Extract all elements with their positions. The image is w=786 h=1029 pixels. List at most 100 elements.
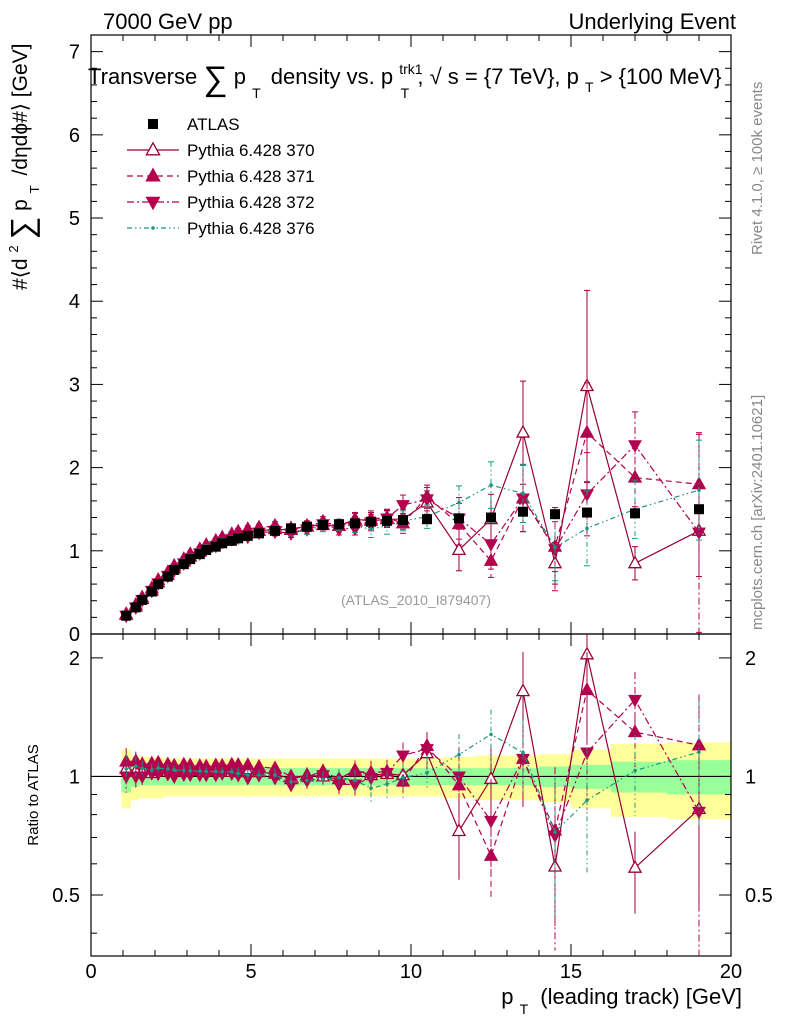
xlabel-t: T [520, 1001, 529, 1017]
data-point [550, 509, 560, 520]
data-point [236, 771, 240, 776]
data-point [422, 514, 432, 525]
data-point [151, 226, 155, 230]
legend: ATLAS Pythia 6.428 370 Pythia 6.428 371 Pyt… [127, 115, 315, 238]
data-point [521, 491, 525, 496]
series-atlas [121, 504, 704, 621]
data-point [451, 542, 467, 556]
y-tick-label-main: 7 [69, 42, 80, 64]
data-point [353, 778, 357, 783]
data-point [233, 533, 244, 544]
data-point [166, 767, 170, 771]
data-point [518, 506, 528, 517]
mcplots-side-label: mcplots.cern.ch [arXiv:2401.10621] [749, 395, 766, 630]
data-point [134, 764, 138, 768]
title-mid: density vs. p [271, 64, 393, 89]
x-tick-label: 0 [85, 961, 96, 983]
x-tick-label: 20 [720, 961, 742, 983]
data-point [178, 559, 189, 570]
data-point [124, 767, 128, 771]
title-lead: Transverse [88, 64, 197, 89]
series-pythia-6-428-371 [119, 382, 707, 900]
data-point [515, 683, 531, 697]
data-point [148, 119, 158, 129]
data-point [150, 768, 154, 772]
title-trk: trk1 [399, 61, 423, 77]
header-right: Underlying Event [568, 9, 736, 34]
data-point [334, 519, 344, 530]
data-point [697, 488, 701, 492]
legend-label: Pythia 6.428 371 [187, 167, 315, 186]
y-tick-label-main: 4 [69, 291, 80, 313]
data-point [145, 141, 161, 156]
data-point [130, 602, 141, 613]
legend-label: Pythia 6.428 370 [187, 141, 315, 160]
data-point [145, 196, 161, 211]
y-tick-label-ratio-left: 1 [69, 766, 80, 788]
data-point [697, 750, 701, 754]
legend-label: Pythia 6.428 376 [187, 219, 315, 238]
data-point [366, 516, 376, 527]
series-pythia-6-428-376 [123, 439, 702, 916]
data-point [242, 530, 253, 541]
title-s: s [448, 64, 459, 89]
data-point [627, 859, 643, 873]
legend-item: Pythia 6.428 376 [127, 219, 315, 238]
series-line-main [125, 444, 700, 617]
title-eq: = {7 TeV}, p [465, 64, 579, 89]
ylabel-p: p [9, 199, 32, 211]
data-point [185, 554, 196, 565]
ylabel-sup: 2 [6, 245, 21, 252]
data-point [172, 768, 176, 772]
data-point [167, 771, 182, 785]
data-point [420, 744, 434, 757]
data-point [321, 777, 325, 781]
data-point [585, 526, 589, 531]
data-point [628, 440, 642, 453]
data-point [484, 539, 498, 552]
data-point [579, 424, 595, 438]
x-tick-label: 15 [560, 961, 582, 983]
data-point [580, 747, 594, 761]
data-point [137, 594, 148, 605]
header-left: 7000 GeV pp [103, 9, 233, 34]
data-point [396, 750, 410, 763]
title-t: T [252, 85, 261, 101]
data-point [521, 750, 525, 755]
data-point [156, 766, 160, 770]
y-tick-label-main: 6 [69, 125, 80, 147]
data-point [585, 798, 589, 803]
data-series [119, 289, 707, 956]
y-tick-label-ratio-right: 2 [745, 648, 756, 670]
data-point [214, 769, 218, 774]
data-point [630, 508, 640, 519]
data-point [226, 535, 237, 546]
data-point [305, 778, 309, 783]
y-axis-label-main: #⟨d 2 ∑ p T /dηdϕ#⟩ [GeV] [0, 44, 44, 291]
ylabel-a: #⟨d [9, 258, 32, 290]
series-pythia-6-428-370 [119, 289, 707, 927]
legend-item: ATLAS [148, 115, 240, 134]
data-point [398, 515, 408, 526]
data-point [401, 775, 405, 780]
data-point [286, 523, 296, 534]
data-point [694, 504, 704, 515]
legend-label: ATLAS [187, 115, 240, 134]
data-point [318, 520, 328, 531]
data-point [169, 564, 180, 575]
data-point [162, 571, 173, 582]
data-point [627, 555, 643, 569]
legend-item: Pythia 6.428 370 [127, 141, 315, 160]
data-point [633, 768, 637, 773]
data-point [217, 538, 228, 549]
x-tick-label: 10 [400, 961, 422, 983]
data-point [302, 521, 312, 532]
data-point [489, 483, 493, 487]
data-point [420, 494, 434, 507]
data-point [396, 500, 410, 513]
data-point [553, 545, 557, 550]
data-point [210, 541, 221, 552]
title-sqrt: , √ [417, 64, 442, 89]
title-t3: T [585, 79, 594, 95]
